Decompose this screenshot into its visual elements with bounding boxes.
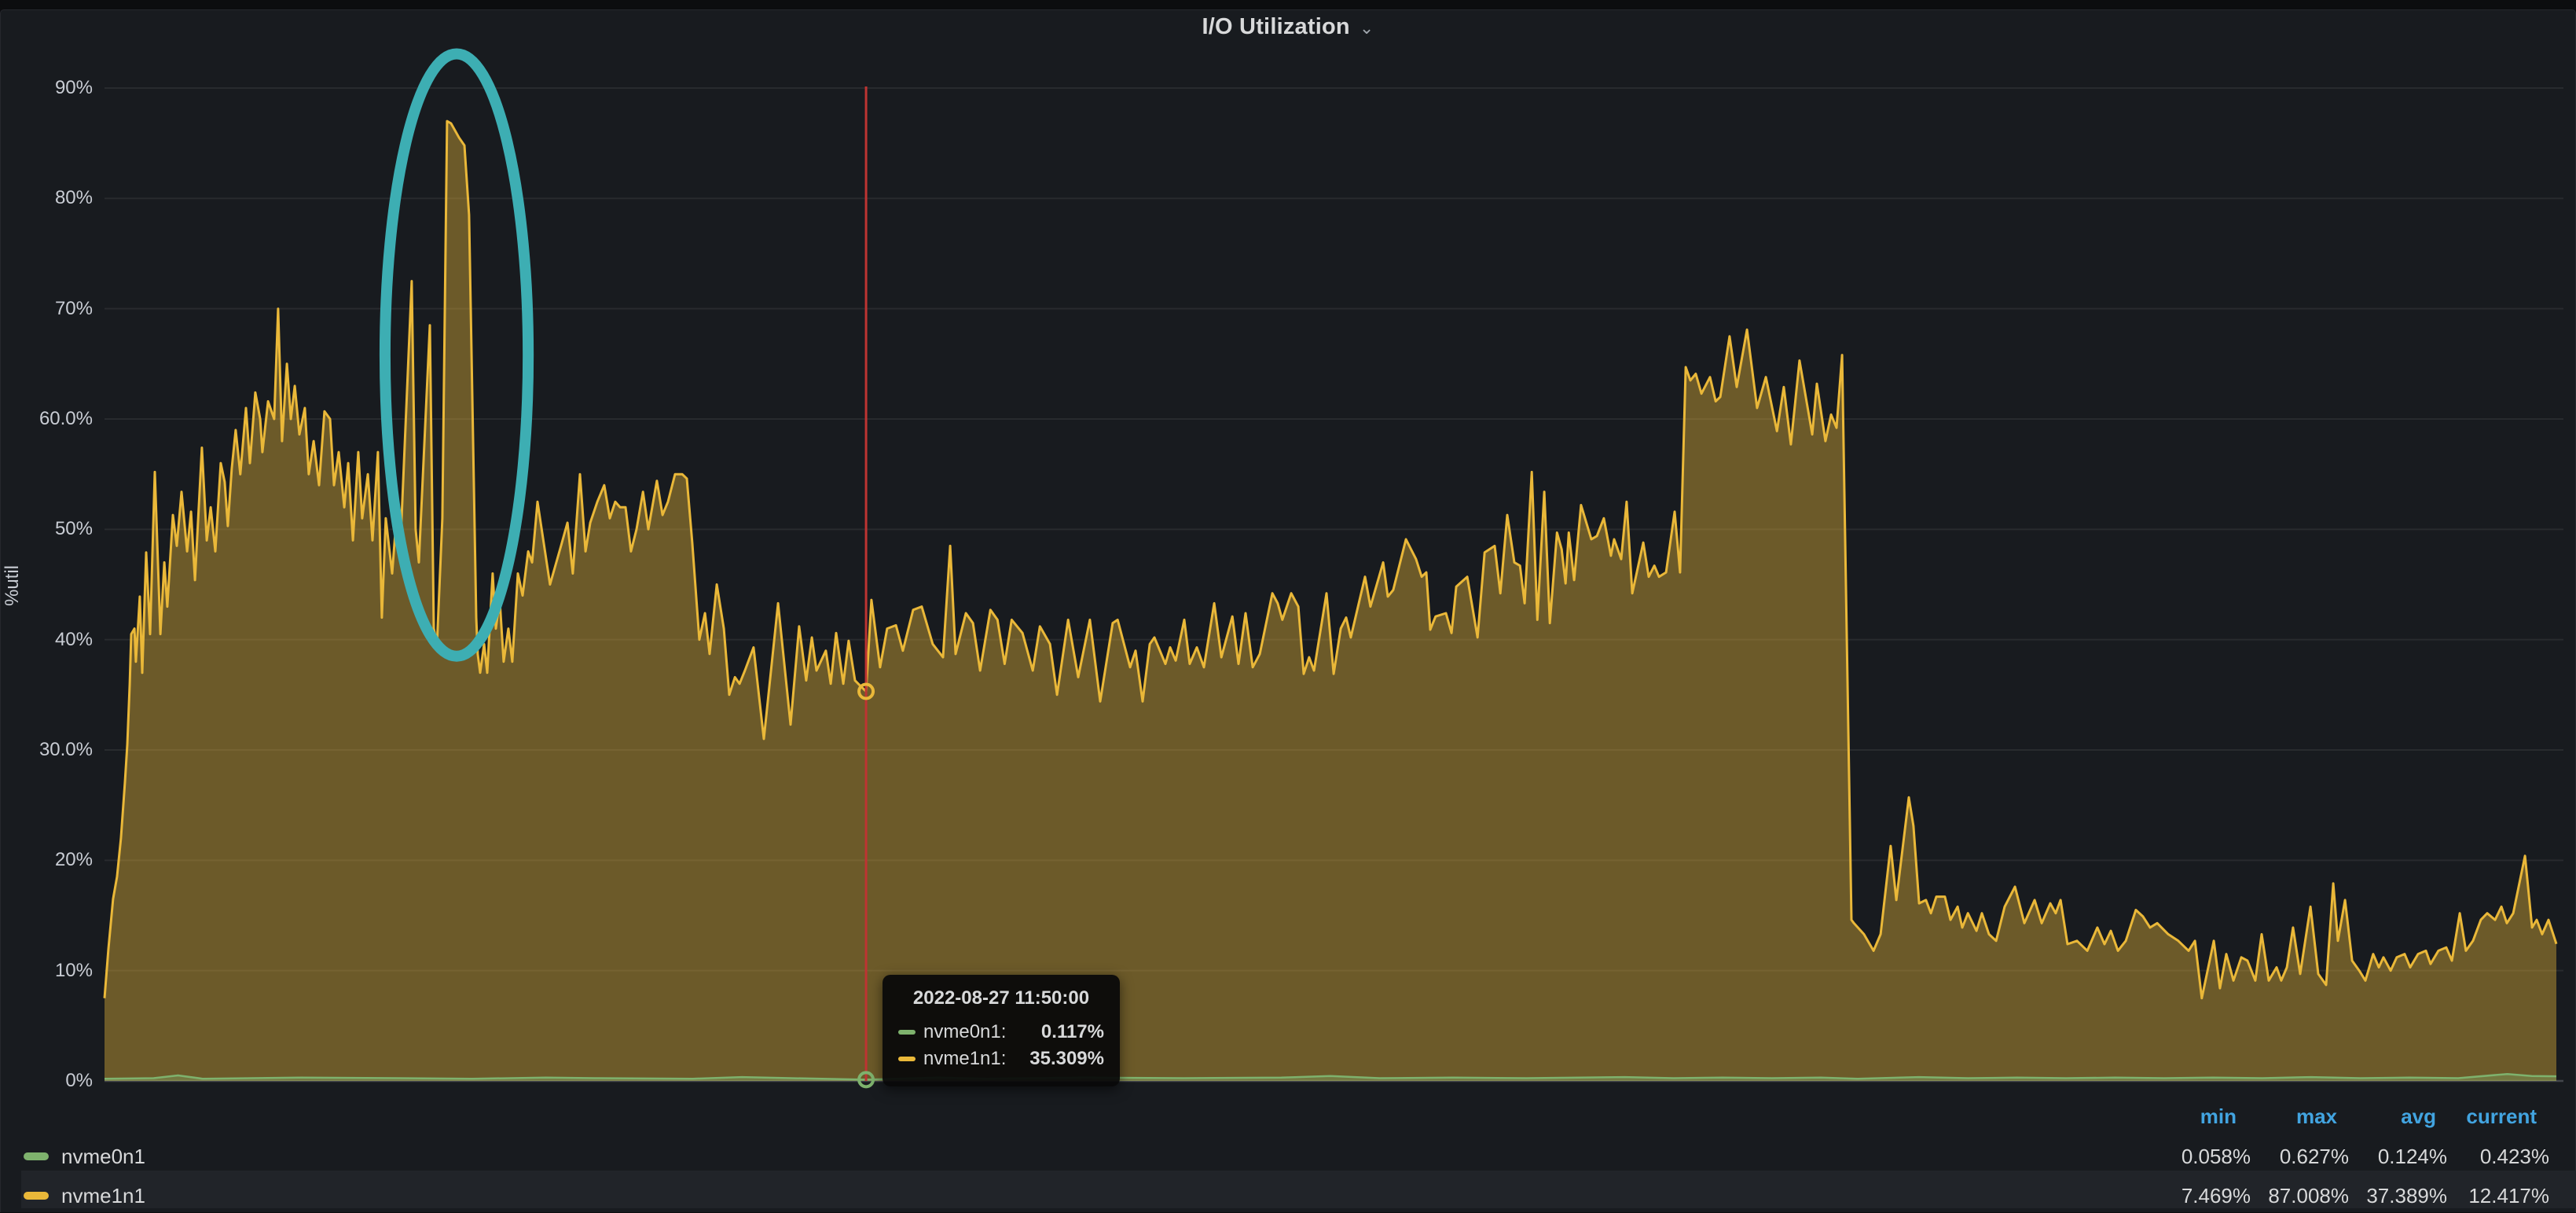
legend-value-current: 0.423% [2376, 1143, 2549, 1170]
y-tick-label: 40% [13, 627, 93, 652]
series-swatch-icon[interactable] [24, 1192, 49, 1200]
legend: min max avg current nvme0n1 0.058% 0.627… [0, 1093, 2576, 1212]
series-dash-icon [898, 1057, 916, 1061]
series-swatch-icon[interactable] [24, 1152, 49, 1160]
y-tick-label: 70% [13, 296, 93, 322]
y-tick-label: 30.0% [13, 737, 93, 763]
y-tick-label: 50% [13, 516, 93, 542]
panel-title[interactable]: I/O Utilization ⌄ [0, 9, 2576, 44]
y-tick-label: 90% [13, 75, 93, 101]
series-nvme1n1-area [105, 121, 2556, 1081]
tooltip-row: nvme1n1: 35.309% [898, 1046, 1104, 1072]
tooltip-series-value: 35.309% [1029, 1048, 1104, 1070]
chart-canvas[interactable] [0, 0, 2576, 1212]
y-tick-label: 60.0% [13, 406, 93, 432]
legend-series-name[interactable]: nvme1n1 [61, 1182, 145, 1209]
y-tick-label: 10% [13, 958, 93, 983]
series-dash-icon [898, 1030, 916, 1035]
legend-header-current[interactable]: current [2364, 1104, 2537, 1129]
chevron-down-icon: ⌄ [1360, 18, 1374, 39]
legend-row-nvme0n1: nvme0n1 0.058% 0.627% 0.124% 0.423% [0, 1138, 2576, 1174]
tooltip-series-name: nvme1n1: [923, 1048, 1029, 1070]
y-tick-label: 0% [13, 1068, 93, 1094]
legend-row-nvme1n1: nvme1n1 7.469% 87.008% 37.389% 12.417% [0, 1177, 2576, 1213]
tooltip-row: nvme0n1: 0.117% [898, 1019, 1104, 1046]
tooltip-series-name: nvme0n1: [923, 1021, 1041, 1043]
legend-series-name[interactable]: nvme0n1 [61, 1143, 145, 1170]
tooltip-series-value: 0.117% [1041, 1021, 1104, 1043]
tooltip-timestamp: 2022-08-27 11:50:00 [898, 987, 1104, 1009]
legend-value-current: 12.417% [2376, 1182, 2549, 1209]
y-tick-label: 80% [13, 186, 93, 211]
panel-title-text: I/O Utilization [1202, 14, 1350, 40]
hover-tooltip: 2022-08-27 11:50:00 nvme0n1: 0.117% nvme… [883, 975, 1120, 1086]
grafana-panel-page: { "panel": { "title": "I/O Utilization",… [0, 0, 2576, 1212]
y-tick-label: 20% [13, 847, 93, 873]
legend-header-row: min max avg current [0, 1104, 2576, 1129]
